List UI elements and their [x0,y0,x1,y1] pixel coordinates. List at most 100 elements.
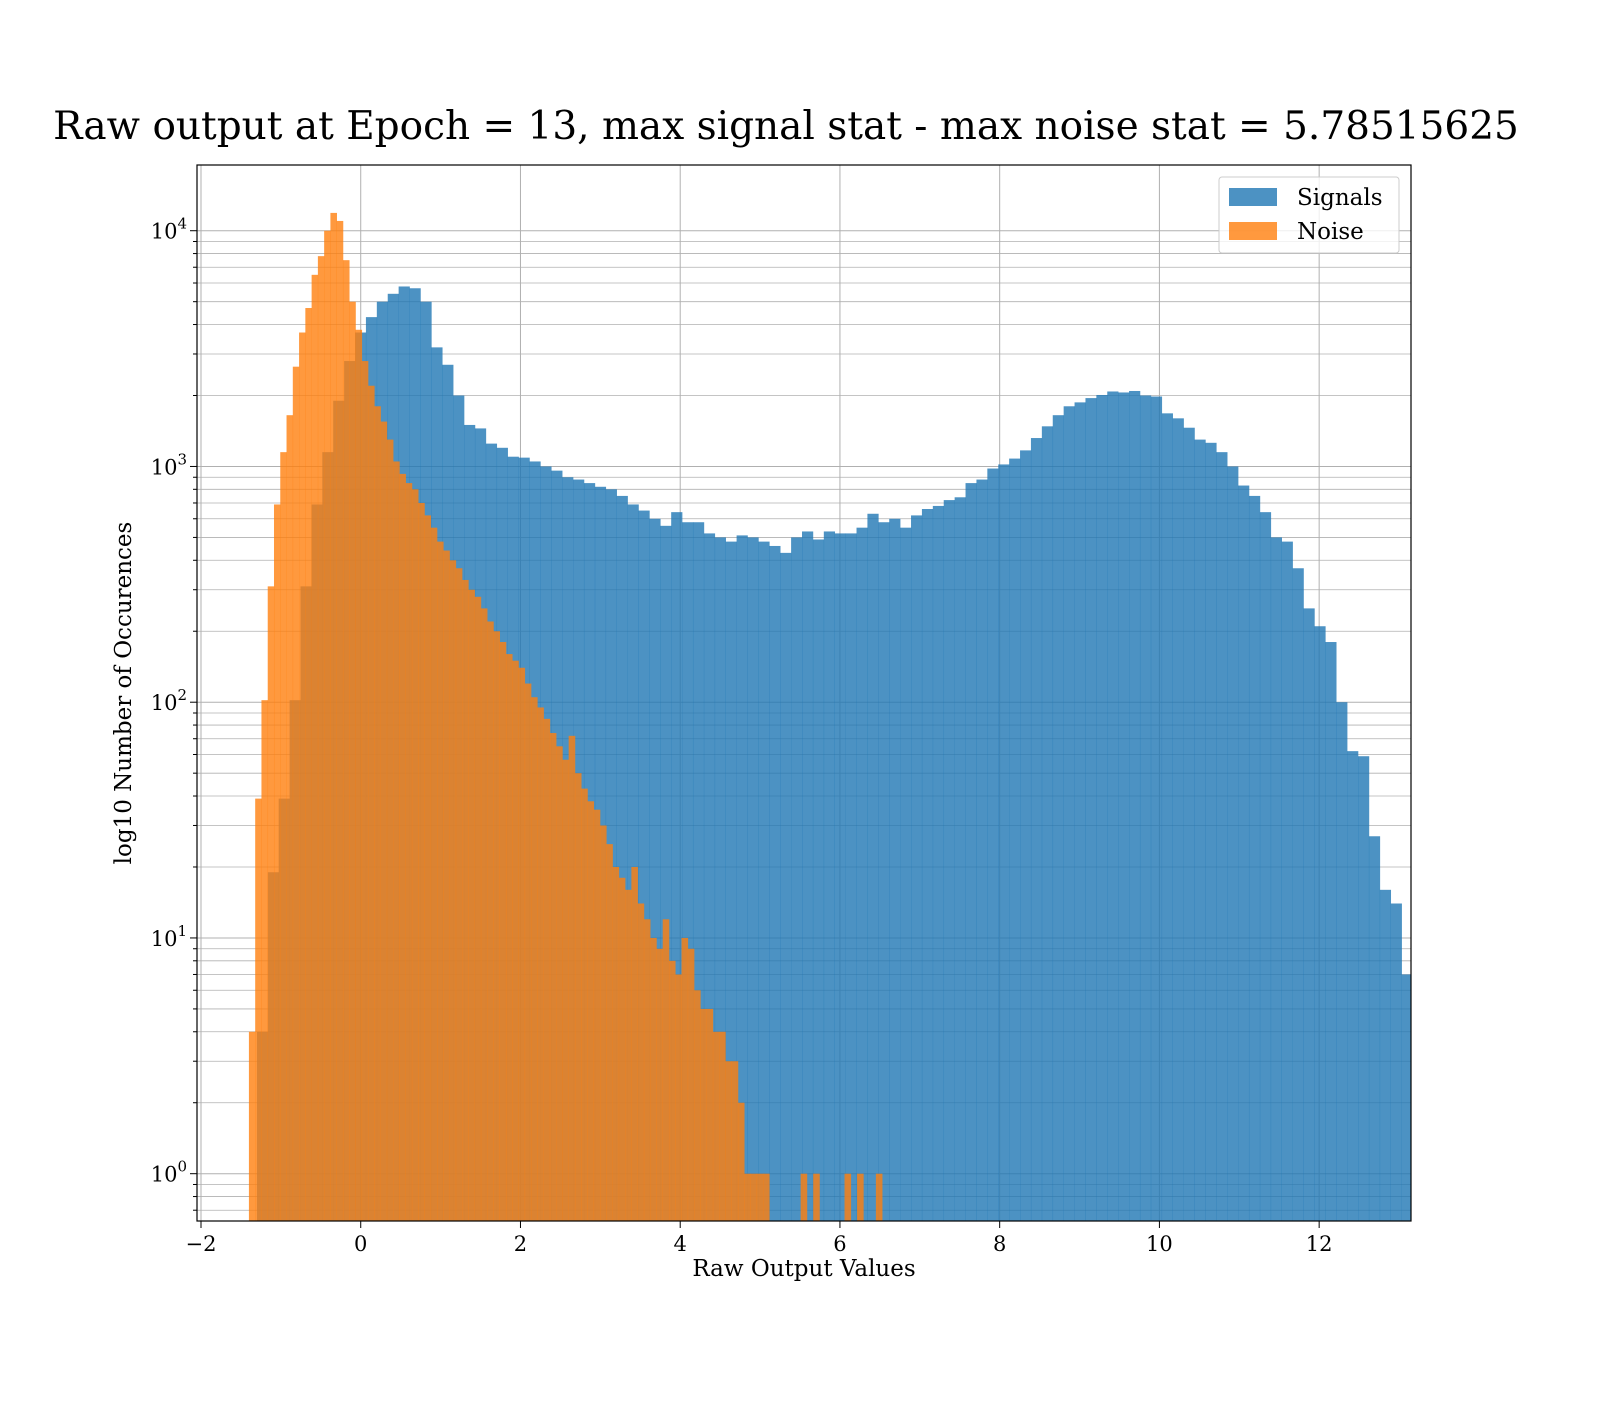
noise-bar [386,439,394,1221]
signals-bar [1194,439,1206,1221]
noise-bar [418,502,425,1221]
noise-bar [248,1031,256,1221]
legend: Signals Noise [1218,176,1400,254]
signals-bar [660,525,672,1221]
noise-bar [411,489,419,1221]
signals-bar [1009,458,1021,1221]
noise-bar [662,919,670,1221]
signals-bar [747,537,759,1221]
noise-bar [537,707,544,1221]
noise-bar [505,654,513,1221]
signals-bar [1281,541,1293,1221]
signals-bar [736,535,748,1221]
noise-bar [430,527,438,1221]
noise-bar [462,579,469,1221]
signals-bar [878,522,890,1221]
signals-bar [1063,406,1075,1221]
signals-bar [976,479,988,1221]
y-tick-label: 101 [151,922,187,951]
signals-bar [1139,395,1152,1221]
noise-bar [587,801,595,1221]
signals-bar [616,495,628,1221]
noise-bar [292,366,300,1221]
tick-layer: −2 0 2 4 6 8 10 12 100 101 102 103 104 [151,215,1333,1256]
noise-bar [631,866,638,1221]
signals-bar [1052,415,1064,1221]
noise-bar [405,483,413,1221]
signals-bar [1172,418,1184,1221]
noise-bar [763,1173,770,1221]
noise-bar [800,1173,808,1221]
signals-bar [649,518,661,1221]
noise-bar [267,586,275,1221]
legend-swatch-noise [1229,222,1277,240]
signals-bar [671,512,683,1221]
signals-bar [1325,642,1337,1221]
noise-bar [374,406,381,1221]
noise-bar [399,473,406,1221]
signals-bar [932,505,945,1221]
noise-bar [512,660,519,1221]
signals-bar [638,510,650,1221]
noise-bar [280,452,287,1221]
noise-bar [380,421,388,1221]
noise-bar [305,308,312,1221]
signals-bar [1347,751,1359,1221]
noise-bar [593,809,601,1221]
signals-bar [834,533,846,1221]
noise-bar [618,877,626,1221]
signals-bar [1379,889,1392,1221]
noise-bar [468,589,475,1221]
signals-bar [1314,626,1326,1221]
signals-bar [954,497,966,1221]
signals-bar [998,464,1010,1221]
signals-bar [1336,702,1348,1221]
signals-bar [692,522,705,1221]
signals-bar [1205,442,1217,1221]
noise-bar [744,1173,751,1221]
x-tick-label: 0 [354,1232,367,1256]
x-tick-label: 2 [514,1232,527,1256]
bars-layer [248,212,1411,1221]
x-tick-label: 4 [674,1232,687,1256]
signals-bar [856,527,868,1221]
y-tick-label: 100 [151,1158,187,1187]
y-tick-label: 102 [151,686,187,715]
signals-bar [1358,756,1370,1221]
noise-bar [493,631,501,1221]
noise-bar [324,230,331,1221]
noise-bar [844,1173,852,1221]
noise-bar [706,1008,714,1221]
legend-label-signals: Signals [1297,185,1383,211]
signals-bar [780,552,792,1221]
signals-bar [1161,413,1173,1221]
signals-bar [867,513,879,1221]
x-tick-label: 10 [1146,1232,1173,1256]
signals-bar [1183,427,1195,1221]
signals-bar [1238,485,1250,1221]
noise-bar [393,461,400,1221]
noise-bar [524,683,532,1221]
noise-bar [568,735,576,1221]
signals-bar [987,468,999,1221]
signals-bar [1259,512,1272,1221]
signals-bar [1368,836,1381,1221]
noise-bar [543,718,551,1221]
noise-bar [487,621,494,1221]
signals-bar [823,531,836,1221]
signals-bar [911,515,923,1221]
noise-bar [737,1102,745,1221]
signals-bar [627,504,639,1221]
noise-bar [681,937,689,1221]
noise-bar [625,889,632,1221]
noise-bar [581,788,588,1221]
signals-bar [1096,394,1108,1221]
noise-bar [449,560,457,1221]
noise-bar [549,733,557,1221]
noise-bar [424,515,432,1221]
signals-bar [725,541,737,1221]
signals-bar [1270,537,1282,1221]
noise-bar [637,903,645,1221]
noise-bar [750,1173,758,1221]
